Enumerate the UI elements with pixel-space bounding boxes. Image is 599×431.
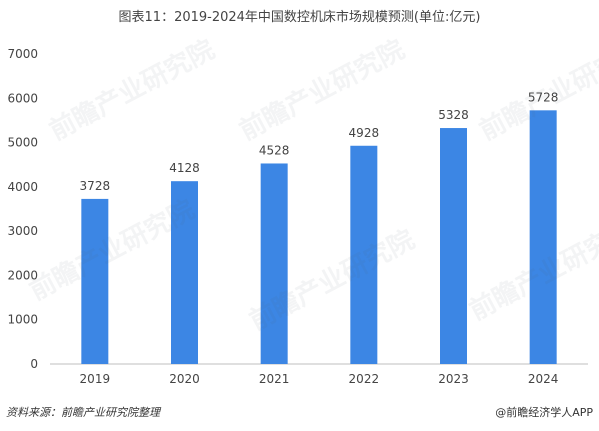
bar	[171, 181, 198, 364]
data-label: 4928	[349, 126, 380, 140]
y-tick-label: 2000	[7, 268, 38, 282]
x-tick-label: 2023	[438, 372, 469, 386]
data-label: 5728	[528, 90, 559, 104]
y-tick-label: 4000	[7, 180, 38, 194]
x-tick-label: 2024	[528, 372, 559, 386]
bar	[440, 128, 467, 364]
data-label: 3728	[80, 179, 111, 193]
y-tick-label: 7000	[7, 47, 38, 61]
bar	[350, 145, 378, 364]
brand-credit: @前瞻经济学人APP	[495, 406, 593, 419]
x-tick-label: 2019	[80, 372, 111, 386]
y-tick-label: 0	[30, 357, 38, 371]
x-tick-label: 2022	[349, 372, 380, 386]
data-label: 4128	[169, 161, 200, 175]
x-tick-label: 2021	[259, 372, 290, 386]
y-tick-label: 1000	[7, 313, 38, 327]
bar-chart: 0 1000 2000 3000 4000 5000 6000 7000 3728 2019 412…	[7, 47, 588, 386]
x-tick-label: 2020	[169, 372, 200, 386]
data-label: 4528	[259, 143, 290, 157]
y-tick-label: 3000	[7, 224, 38, 238]
chart-title: 图表11：2019-2024年中国数控机床市场规模预测(单位:亿元)	[118, 10, 481, 25]
y-tick-label: 5000	[7, 136, 38, 150]
source-note: 资料来源：前瞻产业研究院整理	[6, 406, 160, 419]
bar	[260, 163, 288, 364]
bar	[81, 198, 109, 364]
y-tick-label: 6000	[7, 91, 38, 105]
bar	[529, 110, 557, 365]
data-label: 5328	[438, 108, 469, 122]
